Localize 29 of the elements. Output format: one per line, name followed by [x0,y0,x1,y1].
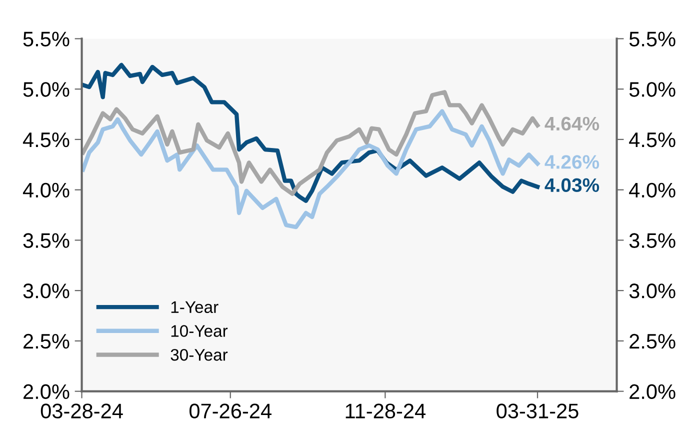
line-series [82,62,540,203]
annotation: 4.03% [544,178,600,192]
y2-tick-label: 2.0% [630,384,676,400]
y-tick-label: 4.0% [22,182,70,198]
y-tick-label: 3.0% [23,284,70,298]
y-tick-label: 2.5% [24,334,70,349]
y-tick-label: 2.0% [24,384,70,400]
y2-tick-label: 2.5% [630,334,676,349]
x-tick-label: 03-28-24 [40,404,123,418]
y2-tick-label: 3.0% [629,284,676,298]
y-tick-label: 4.5% [22,132,70,148]
y2-tick-label: 5.5% [629,32,676,46]
y2-tick-label: 4.0% [629,182,676,198]
legend-label: 10-Year [171,325,228,337]
legend-label: 1-Year [171,301,218,314]
annotation: 4.26% [544,155,600,169]
legend-label: 30-Year [170,348,228,361]
line-series [82,109,540,230]
x-tick-label: 03-31-25 [496,404,578,418]
y2-tick-label: 3.5% [629,233,676,248]
x-tick-label: 11-28-24 [346,404,426,418]
y-tick-label: 5.0% [23,82,70,97]
y-tick-label: 3.5% [23,233,70,248]
x-tick-label: 07-26-24 [190,404,272,418]
annotation: 4.64% [544,116,600,131]
y2-tick-label: 4.5% [629,132,676,148]
line-series [82,90,540,196]
y-tick-label: 5.5% [23,32,70,46]
y2-tick-label: 5.0% [629,82,676,97]
